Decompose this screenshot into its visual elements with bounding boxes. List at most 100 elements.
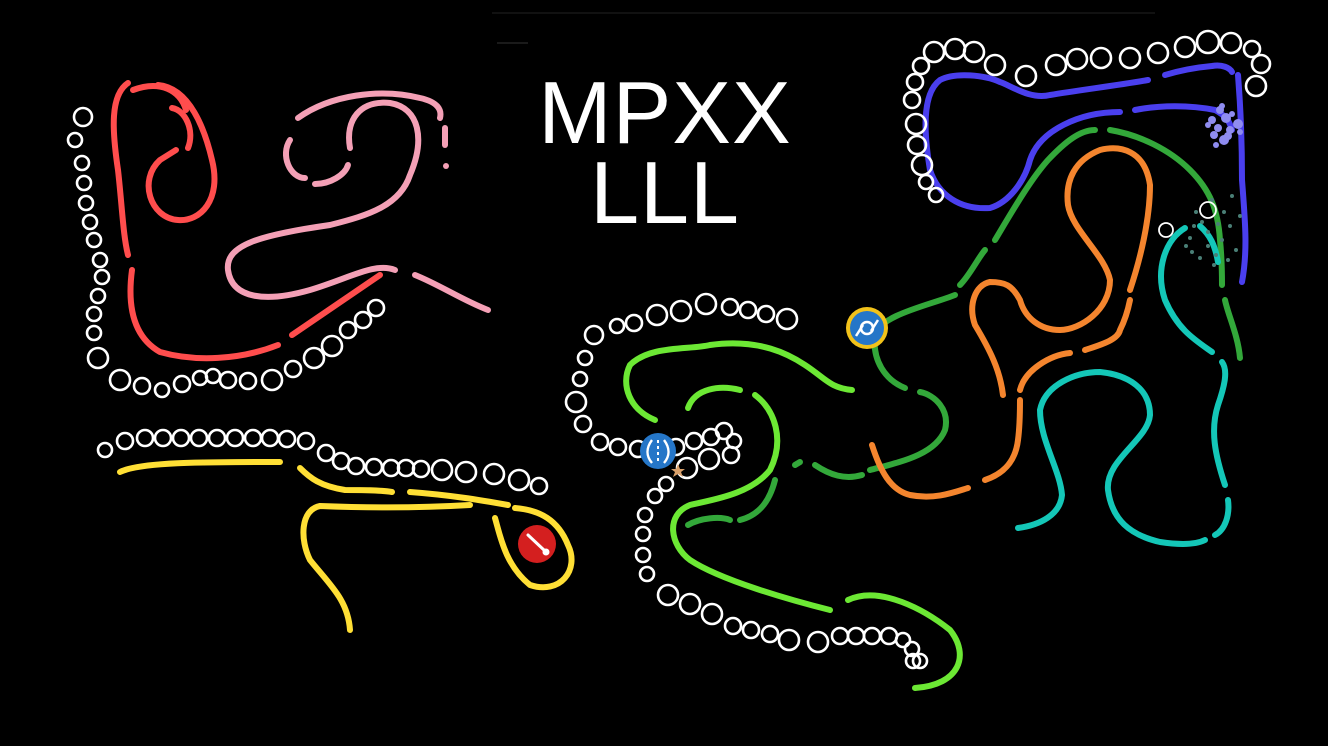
ring-marker — [943, 37, 967, 61]
ring-marker — [583, 324, 605, 346]
ring-marker — [366, 298, 386, 318]
cluster-dot — [1213, 142, 1219, 148]
ring-marker — [320, 334, 344, 358]
ring-marker — [608, 437, 628, 457]
cluster-dot — [1238, 214, 1242, 218]
ring-marker — [564, 390, 588, 414]
board-title-line-1: MPXX — [538, 63, 792, 162]
ring-marker — [454, 460, 478, 484]
ring-marker — [678, 592, 702, 616]
ring-marker — [172, 374, 192, 394]
ring-marker — [153, 381, 171, 399]
ring-marker — [132, 376, 152, 396]
ring-marker — [353, 310, 373, 330]
ring-marker — [85, 305, 103, 323]
ring-marker — [381, 458, 401, 478]
ring-marker — [207, 428, 227, 448]
cluster-dot — [1206, 244, 1210, 248]
ring-marker — [93, 268, 111, 286]
ring-marker — [225, 428, 245, 448]
ring-marker — [684, 431, 704, 451]
cluster-dot — [1230, 194, 1234, 198]
ring-marker — [723, 616, 743, 636]
blue-track[interactable] — [922, 62, 1249, 285]
ring-marker — [189, 428, 209, 448]
ring-marker — [830, 626, 850, 646]
ring-marker — [283, 359, 303, 379]
ring-marker — [846, 626, 866, 646]
cluster-dot — [1212, 263, 1216, 267]
ring-marker — [634, 546, 652, 564]
ring-marker — [879, 626, 899, 646]
ring-marker — [777, 628, 801, 652]
red-track[interactable] — [110, 80, 383, 362]
ring-marker — [714, 421, 734, 441]
ring-marker — [1242, 39, 1262, 59]
ring-marker — [81, 213, 99, 231]
cluster-dot — [1198, 256, 1202, 260]
cluster-dot — [1192, 224, 1196, 228]
teal-track[interactable] — [1015, 223, 1232, 548]
ring-marker — [646, 487, 664, 505]
ring-marker — [894, 631, 912, 649]
ring-marker — [296, 431, 316, 451]
yellow-track[interactable] — [117, 459, 575, 633]
ring-marker — [482, 462, 506, 486]
cluster-dot — [1228, 224, 1232, 228]
ring-marker — [507, 468, 531, 492]
cluster-dot — [1200, 220, 1204, 224]
ring-marker — [1173, 35, 1197, 59]
ring-marker — [669, 299, 693, 323]
ring-marker — [77, 194, 95, 212]
ring-marker — [927, 186, 945, 204]
cluster-dot — [1219, 103, 1225, 109]
pink-track[interactable] — [224, 90, 491, 313]
ring-marker — [903, 640, 921, 658]
cluster-dot — [1220, 238, 1224, 242]
cluster-dot — [1210, 131, 1218, 139]
cluster-dot — [1210, 198, 1214, 202]
blue-o-token[interactable] — [846, 307, 888, 349]
ring-marker — [66, 131, 84, 149]
ring-marker — [364, 457, 384, 477]
cluster-dot — [1224, 132, 1232, 140]
o-glyph-icon — [854, 319, 880, 337]
ring-marker — [430, 458, 454, 482]
ring-marker — [1250, 53, 1272, 75]
ring-marker — [657, 475, 675, 493]
ring-marker — [73, 154, 91, 172]
ring-marker — [700, 602, 724, 626]
ring-marker — [1089, 46, 1113, 70]
cluster-dot — [1233, 119, 1243, 129]
orange-track[interactable] — [869, 145, 1153, 500]
cluster-dot — [1184, 244, 1188, 248]
ring-marker — [911, 652, 929, 670]
ring-marker — [862, 626, 882, 646]
ring-marker — [396, 458, 416, 478]
ring-marker — [922, 40, 946, 64]
cluster-dot — [1208, 116, 1216, 124]
ring-marker — [153, 428, 173, 448]
green-track[interactable] — [685, 127, 1243, 528]
ring-marker — [571, 370, 589, 388]
small-ring-marker — [1199, 201, 1217, 219]
ring-marker — [741, 620, 761, 640]
ring-marker — [1244, 74, 1268, 98]
purple-dot-cluster — [1205, 103, 1243, 148]
cluster-dot — [1234, 248, 1238, 252]
ring-marker — [1195, 29, 1221, 55]
lime-track[interactable] — [623, 340, 963, 691]
ring-marker — [72, 106, 94, 128]
ring-marker — [608, 317, 626, 335]
blue-ring-trail — [902, 29, 1272, 204]
ring-marker — [590, 432, 610, 452]
red-pin-token[interactable] — [518, 525, 556, 563]
ring-marker — [573, 414, 593, 434]
ring-marker — [756, 304, 776, 324]
ring-marker — [694, 292, 718, 316]
ring-marker — [983, 53, 1007, 77]
blue-split-token[interactable] — [640, 433, 676, 469]
ring-marker — [331, 451, 351, 471]
ring-marker — [302, 346, 326, 370]
